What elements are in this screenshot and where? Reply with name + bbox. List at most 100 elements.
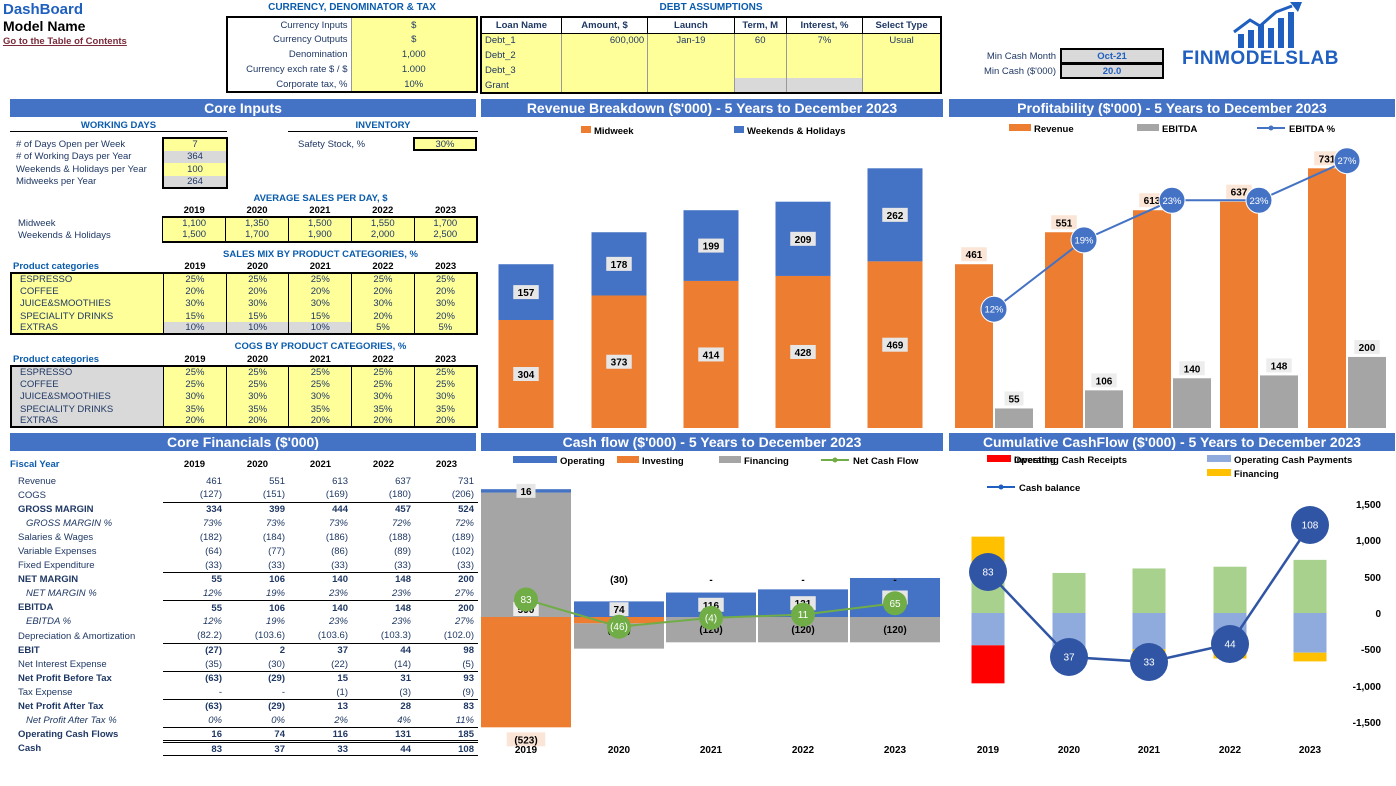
debt-cell[interactable]: [647, 48, 735, 63]
avg_sales-value[interactable]: 1,100: [162, 215, 226, 230]
sales_mix-value[interactable]: 30%: [163, 297, 227, 310]
cogs_mix-value[interactable]: 30%: [163, 390, 227, 403]
cogs_mix-value[interactable]: 20%: [288, 415, 352, 429]
debt-cell[interactable]: [785, 78, 863, 93]
sales_mix-value[interactable]: 20%: [413, 285, 478, 298]
currency-value[interactable]: 10%: [350, 77, 477, 92]
debt-cell[interactable]: [862, 78, 941, 93]
cogs_mix-value[interactable]: 25%: [163, 364, 227, 379]
sales_mix-value[interactable]: 10%: [288, 322, 352, 336]
debt-cell[interactable]: 60: [733, 33, 787, 48]
debt-cell[interactable]: [560, 78, 648, 93]
sales_mix-value[interactable]: 15%: [288, 309, 352, 323]
cogs_mix-value[interactable]: 25%: [288, 378, 352, 391]
avg_sales-value[interactable]: 1,900: [287, 229, 352, 243]
sales_mix-value[interactable]: 15%: [163, 309, 227, 323]
working-days-value[interactable]: 7: [162, 137, 228, 151]
sales_mix-value[interactable]: 10%: [225, 322, 289, 336]
cogs_mix-value[interactable]: 30%: [225, 390, 289, 403]
sales_mix-value[interactable]: 25%: [351, 271, 415, 286]
sales_mix-value[interactable]: 5%: [351, 322, 415, 336]
cogs_mix-value[interactable]: 25%: [288, 364, 352, 379]
sales_mix-value[interactable]: 30%: [225, 297, 289, 310]
toc-link[interactable]: Go to the Table of Contents: [3, 36, 127, 47]
debt-cell[interactable]: [862, 48, 941, 63]
cogs_mix-value[interactable]: 25%: [225, 364, 289, 379]
cogs_mix-value[interactable]: 25%: [413, 364, 478, 379]
legend-swatch: [1009, 124, 1031, 131]
cogs_mix-value[interactable]: 20%: [163, 415, 227, 429]
currency-value[interactable]: 1.000: [350, 62, 477, 77]
debt-cell[interactable]: Usual: [862, 33, 941, 48]
sales_mix-value[interactable]: 25%: [163, 271, 227, 286]
sales_mix-value[interactable]: 30%: [351, 297, 415, 310]
avg_sales-value[interactable]: 1,500: [287, 215, 352, 230]
weekend-label: 157: [518, 288, 535, 299]
avg_sales-value[interactable]: 1,550: [350, 215, 415, 230]
debt-cell[interactable]: 7%: [785, 33, 863, 48]
avg_sales-value[interactable]: 2,000: [350, 229, 415, 243]
sales_mix-value[interactable]: 20%: [351, 285, 415, 298]
avg_sales-value[interactable]: 2,500: [413, 229, 478, 243]
debt-cell[interactable]: 600,000: [560, 33, 648, 48]
cogs_mix-value[interactable]: 35%: [225, 402, 289, 416]
sales_mix-value[interactable]: 20%: [413, 309, 478, 323]
debt-cell[interactable]: [862, 63, 941, 78]
sales_mix-value[interactable]: 25%: [288, 271, 352, 286]
cogs_mix-value[interactable]: 30%: [413, 390, 478, 403]
debt-cell[interactable]: [785, 48, 863, 63]
currency-value[interactable]: $: [350, 17, 477, 32]
sales_mix-value[interactable]: 10%: [163, 322, 227, 336]
cogs_mix-value[interactable]: 35%: [163, 402, 227, 416]
currency-value[interactable]: 1,000: [350, 47, 477, 62]
debt-cell[interactable]: [733, 48, 787, 63]
debt-cell[interactable]: [647, 63, 735, 78]
sales_mix-value[interactable]: 30%: [413, 297, 478, 310]
cogs_mix-value[interactable]: 25%: [163, 378, 227, 391]
cogs_mix-value[interactable]: 25%: [225, 378, 289, 391]
avg_sales-value[interactable]: 1,700: [413, 215, 478, 230]
working-days-value[interactable]: 100: [162, 163, 228, 176]
debt-cell[interactable]: [733, 63, 787, 78]
sales_mix-value[interactable]: 20%: [163, 285, 227, 298]
cogs_mix-value[interactable]: 25%: [413, 378, 478, 391]
debt-cell[interactable]: Debt_2: [480, 48, 562, 63]
debt-cell[interactable]: [647, 78, 735, 93]
debt-cell[interactable]: [560, 48, 648, 63]
sales_mix-value[interactable]: 20%: [288, 285, 352, 298]
sales_mix-value[interactable]: 5%: [413, 322, 478, 336]
operating-label-bg: [516, 483, 536, 498]
sales_mix-value[interactable]: 15%: [225, 309, 289, 323]
cogs_mix-value[interactable]: 20%: [413, 415, 478, 429]
cogs_mix-value[interactable]: 20%: [225, 415, 289, 429]
avg_sales-value[interactable]: 1,700: [225, 229, 289, 243]
fin-year-header: 2020: [246, 458, 269, 470]
debt-cell[interactable]: [560, 63, 648, 78]
sales_mix-value[interactable]: 25%: [413, 271, 478, 286]
avg_sales-value[interactable]: 1,350: [225, 215, 289, 230]
cogs_mix-value[interactable]: 30%: [288, 390, 352, 403]
currency-value[interactable]: $: [350, 32, 477, 47]
avg_sales-value[interactable]: 1,500: [162, 229, 226, 243]
debt-cell[interactable]: [785, 63, 863, 78]
debt-cell[interactable]: Debt_3: [480, 63, 562, 78]
cogs_mix-value[interactable]: 30%: [351, 390, 415, 403]
debt-cell[interactable]: Grant: [480, 78, 562, 93]
sales_mix-value[interactable]: 20%: [351, 309, 415, 323]
sales_mix-value[interactable]: 20%: [225, 285, 289, 298]
debt-cell[interactable]: [733, 78, 787, 93]
safety-stock-value[interactable]: 30%: [413, 137, 477, 151]
cogs_mix-value[interactable]: 35%: [288, 402, 352, 416]
debt-cell[interactable]: Debt_1: [480, 33, 562, 48]
cogs_mix-value[interactable]: 20%: [351, 415, 415, 429]
financing-label: (120): [791, 625, 814, 636]
sales_mix-value[interactable]: 25%: [225, 271, 289, 286]
cogs_mix-value[interactable]: 25%: [351, 378, 415, 391]
debt-cell[interactable]: Jan-19: [647, 33, 735, 48]
fin-value: 13: [289, 698, 352, 714]
cogs_mix-value[interactable]: 35%: [351, 402, 415, 416]
cogs_mix-value[interactable]: 35%: [413, 402, 478, 416]
cogs_mix-value[interactable]: 25%: [351, 364, 415, 379]
debt-header: Interest, %: [785, 16, 864, 34]
sales_mix-value[interactable]: 30%: [288, 297, 352, 310]
